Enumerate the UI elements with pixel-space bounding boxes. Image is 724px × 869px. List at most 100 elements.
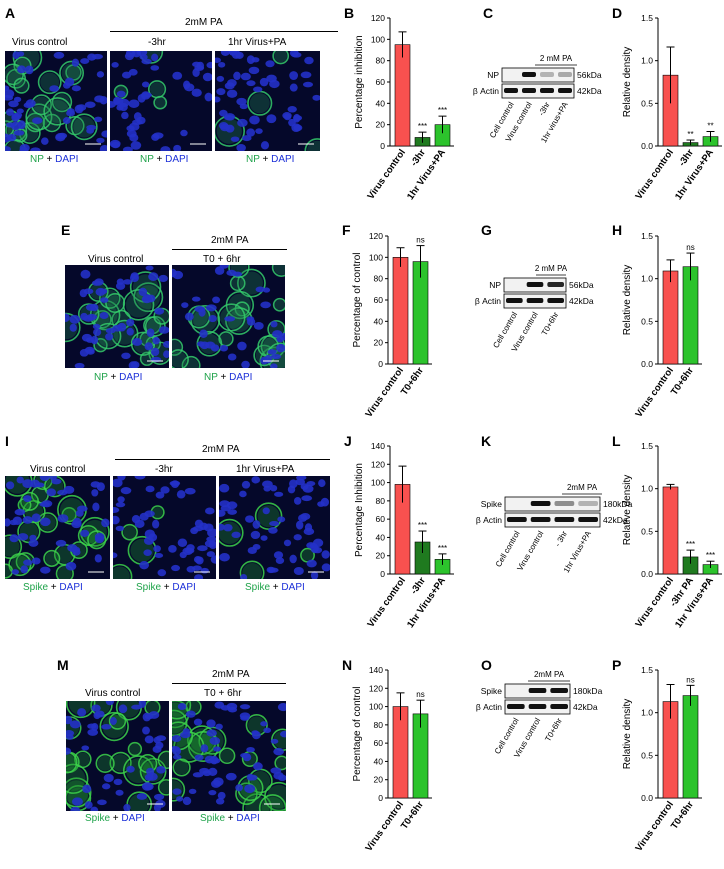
nucleus <box>260 721 268 727</box>
chart-P: 0.0 0.5 1.0 1.5 Relative density Virus contro… <box>612 652 722 864</box>
nucleus <box>269 484 278 492</box>
y-tick-label: 60 <box>376 77 386 87</box>
cell-stain <box>66 763 89 794</box>
cell-stain <box>146 701 159 714</box>
nucleus <box>141 295 153 304</box>
nucleus <box>23 102 34 109</box>
nucleus <box>92 323 101 330</box>
nucleus <box>194 574 204 579</box>
nucleus <box>158 274 168 283</box>
nucleus <box>122 146 133 151</box>
nucleus <box>274 491 284 497</box>
chart-svg: 0.0 0.5 1.0 1.5 Relative density Virus contro… <box>622 13 722 202</box>
nucleus <box>154 307 165 315</box>
y-tick-label: 40 <box>374 756 384 766</box>
nucleus <box>126 129 137 138</box>
nucleus <box>215 57 221 63</box>
significance-label: *** <box>418 521 427 530</box>
nucleus <box>160 486 170 494</box>
nucleus <box>92 502 100 512</box>
nucleus <box>183 80 191 90</box>
nucleus <box>262 480 273 488</box>
nucleus <box>53 51 65 59</box>
nucleus <box>205 507 215 515</box>
nucleus <box>282 112 292 120</box>
micrograph-np-t0-6hr <box>172 265 285 368</box>
nucleus <box>105 328 116 334</box>
cell-stain <box>259 346 285 368</box>
cell-stain <box>77 303 100 325</box>
nucleus <box>251 731 261 740</box>
nucleus <box>266 114 277 124</box>
blot-header: 2 mM PA <box>540 54 573 63</box>
nucleus <box>197 545 208 552</box>
stain-caption: NP + DAPI <box>140 154 189 165</box>
nucleus <box>220 51 230 56</box>
panel-letter-L: L <box>612 433 621 449</box>
nucleus <box>304 56 314 65</box>
cell-stain <box>159 752 169 767</box>
nucleus <box>131 338 143 346</box>
column-label: Virus control <box>88 254 144 265</box>
nucleus <box>57 514 69 523</box>
micrograph-image <box>65 265 169 368</box>
nucleus <box>199 329 208 338</box>
nucleus <box>226 501 238 510</box>
nucleus <box>141 81 150 88</box>
blot-band <box>558 72 572 77</box>
nucleus <box>176 796 184 802</box>
nucleus <box>22 516 33 524</box>
nucleus <box>116 90 126 98</box>
nucleus <box>239 704 251 710</box>
blot-band <box>540 88 554 93</box>
nucleus <box>121 352 131 360</box>
y-tick-label: 80 <box>376 496 386 506</box>
nucleus <box>219 553 230 562</box>
nucleus <box>5 108 14 116</box>
nucleus <box>82 784 92 794</box>
blot-header: 2mM PA <box>534 670 565 679</box>
cell-stain <box>172 758 191 777</box>
y-tick-label: 0 <box>380 569 385 579</box>
nucleus <box>252 520 261 529</box>
western-blot-C: 2 mM PA NP 56kDa β Actin 42kDa Cell control Vi… <box>460 0 630 215</box>
micrograph-image <box>172 265 285 368</box>
nucleus <box>130 141 142 150</box>
nucleus <box>253 322 264 330</box>
band-size: 180kDa <box>603 499 633 509</box>
nucleus <box>116 278 125 285</box>
nucleus <box>172 71 183 80</box>
y-axis-label: Percentage of control <box>352 252 363 347</box>
western-blot-O: 2mM PA Spike 180kDa β Actin 42kDa Cell contro… <box>460 652 610 864</box>
band-label: Spike <box>481 686 503 696</box>
nucleus <box>156 765 166 774</box>
cell-stain <box>157 779 169 796</box>
nucleus <box>226 702 238 711</box>
nucleus <box>180 129 188 137</box>
y-tick-label: 120 <box>371 459 385 469</box>
nucleus <box>270 363 278 368</box>
nucleus <box>173 144 182 151</box>
y-tick-label: 60 <box>376 514 386 524</box>
nucleus <box>5 89 15 99</box>
y-tick-label: 40 <box>376 532 386 542</box>
nucleus <box>289 554 297 564</box>
nucleus <box>206 61 212 69</box>
nucleus <box>293 496 302 505</box>
y-tick-label: 1.5 <box>641 441 653 451</box>
stain-caption: Spike + DAPI <box>245 582 305 593</box>
nucleus <box>66 730 75 737</box>
chart-J: 0 20 40 60 80 100 120 140 Percentage Inhibition V… <box>344 428 469 648</box>
nucleus <box>205 304 217 312</box>
band-size: 180kDa <box>573 686 603 696</box>
y-tick-label: 80 <box>374 720 384 730</box>
micrograph-image <box>113 476 216 579</box>
cell-stain <box>307 140 320 151</box>
chart-H: 0.0 0.5 1.0 1.5 Relative density Virus contro… <box>612 218 722 433</box>
significance-label: ** <box>707 121 713 130</box>
blot-band <box>530 501 551 506</box>
nucleus <box>69 720 81 729</box>
nucleus <box>318 479 326 488</box>
nucleus <box>74 104 84 114</box>
nucleus <box>219 523 226 531</box>
